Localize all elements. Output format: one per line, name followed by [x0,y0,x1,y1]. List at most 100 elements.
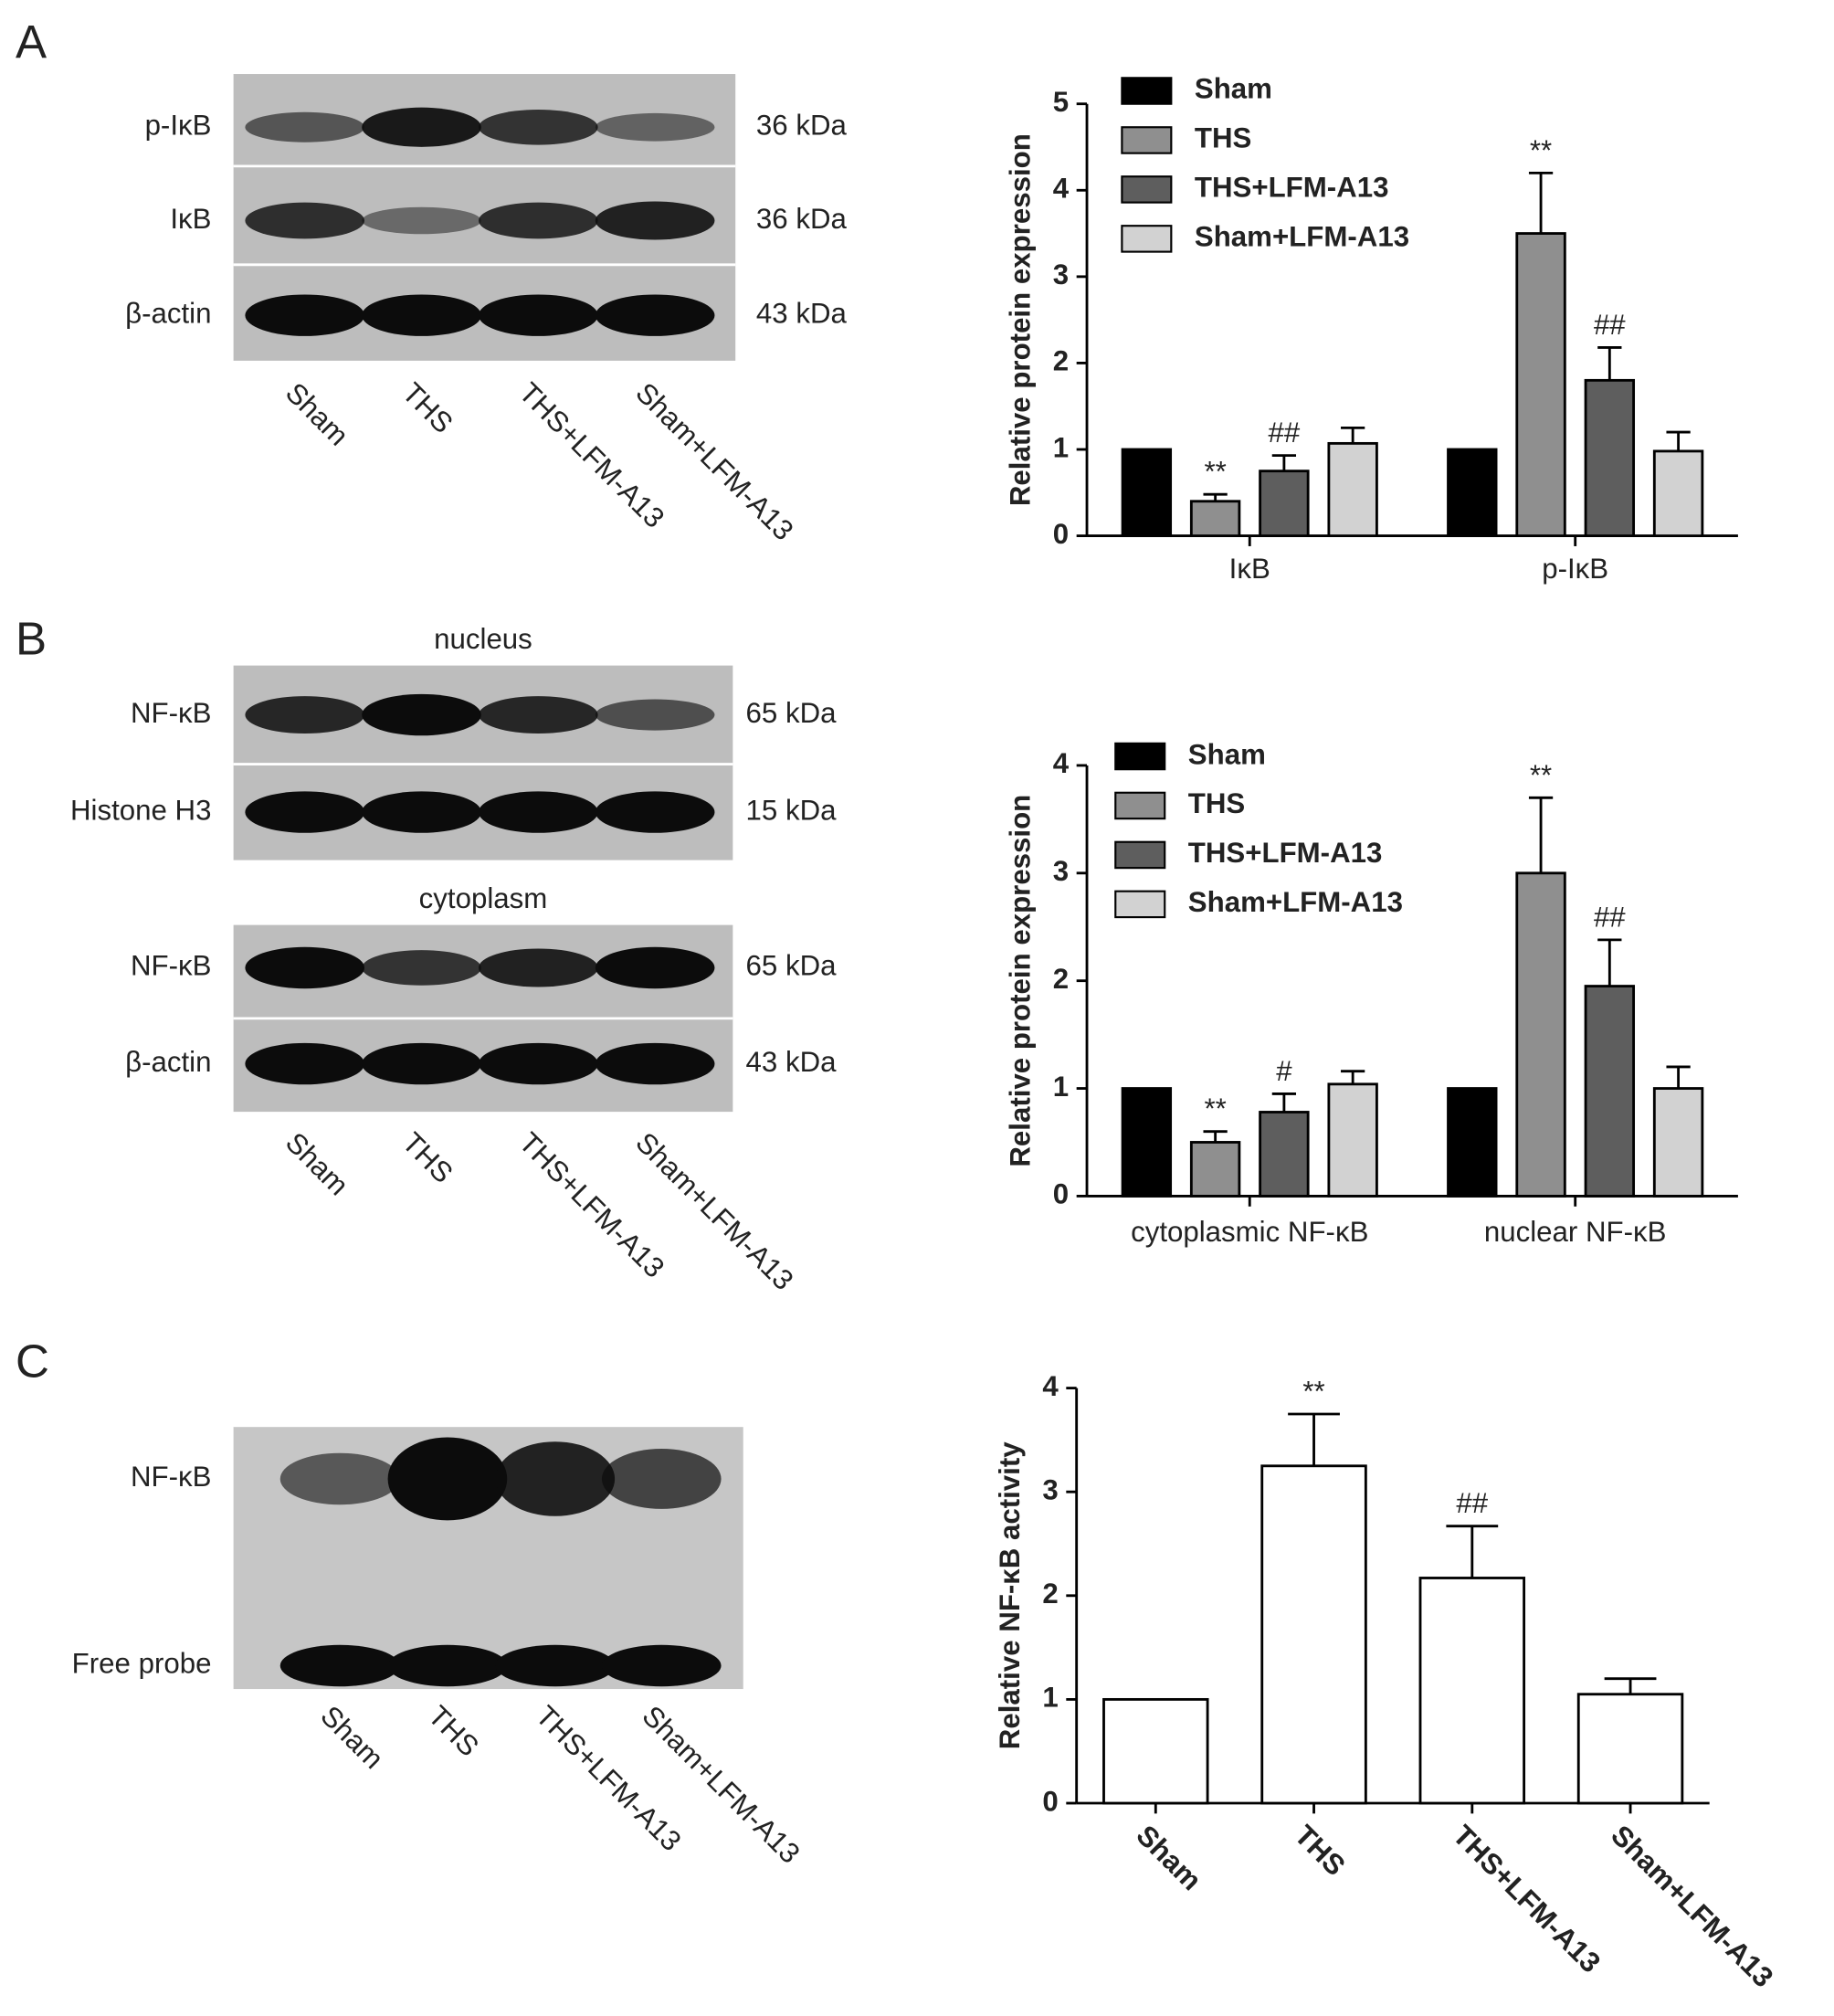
blot-band [595,112,715,142]
blot-band [362,1042,481,1085]
legend-label: Sham+LFM-A13 [1188,886,1403,918]
error-bar [1203,492,1228,501]
blot-band [601,1449,722,1509]
legend-swatch [1114,742,1166,771]
bar [1102,1697,1209,1805]
blot-kda-label: 36 kDa [756,110,848,142]
legend-label: Sham [1188,738,1266,770]
blot-band [362,791,481,833]
x-tick-label: nuclear NF-κB [1484,1216,1667,1248]
blot-band [362,693,481,736]
blot-kda-label: 65 kDa [746,697,838,729]
bar [1515,232,1566,538]
bar [1652,449,1704,538]
blot-band [245,946,365,989]
blot-band [595,201,715,240]
error-bar [1271,454,1297,471]
blot-row-label: NF-κB [131,1461,212,1493]
x-tick-label: THS [1289,1819,1352,1882]
blot-row-label: β-actin [125,297,211,329]
bar [1584,985,1636,1198]
blot-band [245,791,365,833]
bar [1652,1087,1704,1198]
blot-band [245,696,365,734]
y-tick-label: 3 [1053,855,1069,887]
x-tick-label: Sham [1130,1819,1207,1896]
panel-letter: A [16,16,47,68]
error-bar [1604,1677,1657,1694]
blot-band [387,1644,508,1687]
error-bar [1528,171,1554,234]
bar [1447,448,1498,538]
blot-row-label: β-actin [125,1046,211,1078]
blot-band [595,699,715,731]
blot-band [479,294,598,336]
x-tick-label: Sham+LFM-A13 [1605,1819,1779,1993]
error-bar [1341,1070,1365,1084]
blot-band [495,1644,616,1687]
bar [1447,1087,1498,1198]
blot-band [245,202,365,239]
legend-swatch [1114,890,1166,919]
blot-band [245,294,365,336]
error-bar [1446,1525,1499,1578]
blot-row-label: NF-κB [131,697,212,729]
blot-band [362,950,481,986]
lane-label: Sham [279,1126,354,1201]
blot-band [279,1644,400,1687]
legend-swatch [1121,77,1173,105]
significance-label: ** [1204,1092,1226,1124]
error-bar [1597,938,1622,987]
significance-label: ** [1302,1376,1324,1408]
bar [1260,1464,1367,1805]
blot-band [595,791,715,833]
legend-swatch [1114,791,1166,820]
blot-band [479,109,598,145]
significance-label: ** [1204,456,1226,488]
bar [1259,470,1310,538]
blot-band [245,111,365,142]
error-bar [1666,430,1691,451]
blot-band [595,946,715,989]
blot-band [387,1437,508,1521]
error-bar [1203,1130,1228,1143]
blot-band [362,107,481,147]
y-axis-label: Relative protein expression [1004,795,1036,1167]
legend-label: THS [1195,122,1251,154]
y-tick-label: 2 [1053,963,1069,995]
blot-band [479,948,598,987]
blot-band [279,1452,400,1505]
y-tick-label: 1 [1053,431,1069,463]
y-tick-label: 4 [1042,1370,1059,1402]
lane-label: THS [396,376,459,439]
blot-band [595,1042,715,1085]
bar [1418,1577,1526,1805]
error-bar [1528,796,1554,873]
significance-label: ## [1456,1487,1488,1519]
bar [1515,871,1566,1198]
blot-band [595,294,715,336]
legend-swatch [1121,126,1173,154]
y-tick-label: 0 [1042,1785,1058,1817]
blot-kda-label: 43 kDa [756,297,848,329]
y-tick-label: 1 [1042,1682,1058,1714]
blot-band [495,1441,616,1516]
error-bar [1597,345,1622,381]
significance-label: # [1276,1055,1292,1087]
legend-label: Sham [1195,73,1272,105]
blot-row-label: Histone H3 [70,794,212,826]
x-tick-label: IκB [1229,553,1270,585]
y-axis-label: Relative protein expression [1004,133,1036,506]
legend-label: THS+LFM-A13 [1188,837,1383,869]
blot-row-label: NF-κB [131,950,212,982]
error-bar [1341,426,1365,444]
legend-label: THS+LFM-A13 [1195,172,1389,204]
blot-kda-label: 36 kDa [756,203,848,235]
error-bar [1271,1092,1297,1113]
bar [1327,441,1378,538]
bar [1327,1082,1378,1198]
blot-kda-label: 43 kDa [746,1046,838,1078]
x-tick-label: THS+LFM-A13 [1447,1819,1607,1979]
